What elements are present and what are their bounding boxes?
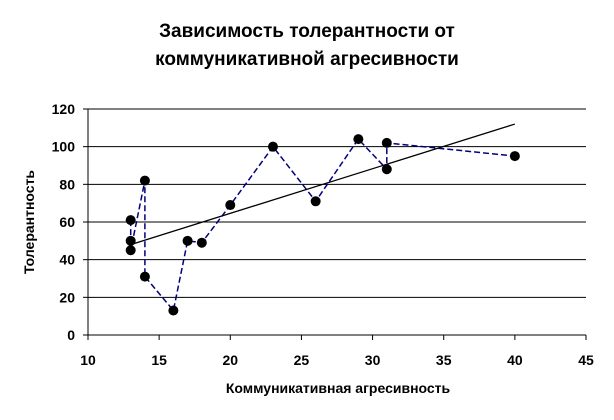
y-tick-label-4: 80 [59,176,75,192]
data-markers [125,134,520,316]
x-tick-label-4: 30 [365,352,381,368]
x-tick-label-6: 40 [507,352,523,368]
x-tick-label-2: 20 [222,352,238,368]
chart-title-line-1: Зависимость толерантности от [159,21,455,42]
data-point-6 [182,235,193,246]
y-axis-label: Толерантность [21,170,37,274]
x-tick-label-1: 15 [151,352,167,368]
data-point-9 [267,141,278,152]
data-point-0 [125,215,136,226]
grid-lines [88,108,586,298]
x-tick-labels: 10 15 20 25 30 35 40 45 [80,352,594,368]
data-point-2 [125,245,136,256]
series-line-0 [129,137,515,313]
chart-title-line-2: коммуникативной агресивности [155,49,459,70]
trendline-line [130,123,516,246]
data-point-12 [381,164,392,175]
data-point-14 [509,151,520,162]
y-tick-label-5: 100 [52,139,76,155]
y-tick-label-2: 40 [59,252,75,268]
data-point-1 [125,235,136,246]
chart-title: Зависимость толерантности от коммуникати… [0,18,614,74]
data-point-5 [168,305,179,316]
data-point-8 [225,200,236,211]
y-tick-label-0: 0 [67,327,75,343]
trendline [130,123,516,246]
data-point-11 [353,134,364,145]
y-tick-label-3: 60 [59,214,75,230]
x-tick-label-5: 35 [436,352,452,368]
x-tick-label-3: 25 [294,352,310,368]
axes [83,108,587,340]
data-point-3 [139,175,150,186]
y-tick-label-1: 20 [59,289,75,305]
data-point-10 [310,196,321,207]
y-tick-label-6: 120 [52,101,76,117]
x-axis-label: Коммуникативная агресивность [226,380,451,396]
data-point-4 [139,271,150,282]
data-series [129,137,515,313]
y-tick-labels: 0 20 40 60 80 100 120 [52,101,76,343]
data-point-13 [381,137,392,148]
x-tick-label-7: 45 [578,352,594,368]
data-point-7 [196,237,207,248]
x-tick-label-0: 10 [80,352,96,368]
